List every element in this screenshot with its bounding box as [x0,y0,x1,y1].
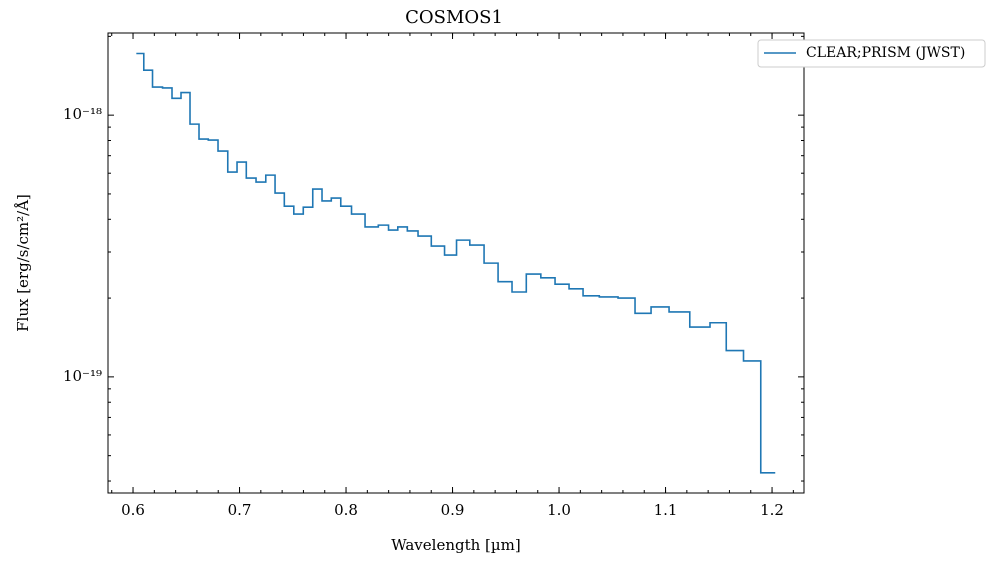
x-tick-label: 0.8 [334,501,358,519]
legend-label: CLEAR;PRISM (JWST) [806,45,965,61]
y-axis-label: Flux [erg/s/cm²/Å] [14,194,32,332]
legend-box [757,39,986,68]
y-tick-label: 10⁻¹⁸ [63,105,102,123]
chart-title: COSMOS1 [405,7,503,28]
data-line [136,52,776,474]
x-tick-label: 0.7 [228,501,252,519]
plot-frame [107,32,805,494]
x-axis-label: Wavelength [µm] [391,536,520,554]
x-tick-label: 0.6 [121,501,145,519]
y-tick-label: 10⁻¹⁹ [63,367,102,385]
x-tick-label: 0.9 [441,501,465,519]
x-tick-label: 1.1 [654,501,678,519]
x-tick-label: 1.0 [547,501,571,519]
x-tick-label: 1.2 [760,501,784,519]
